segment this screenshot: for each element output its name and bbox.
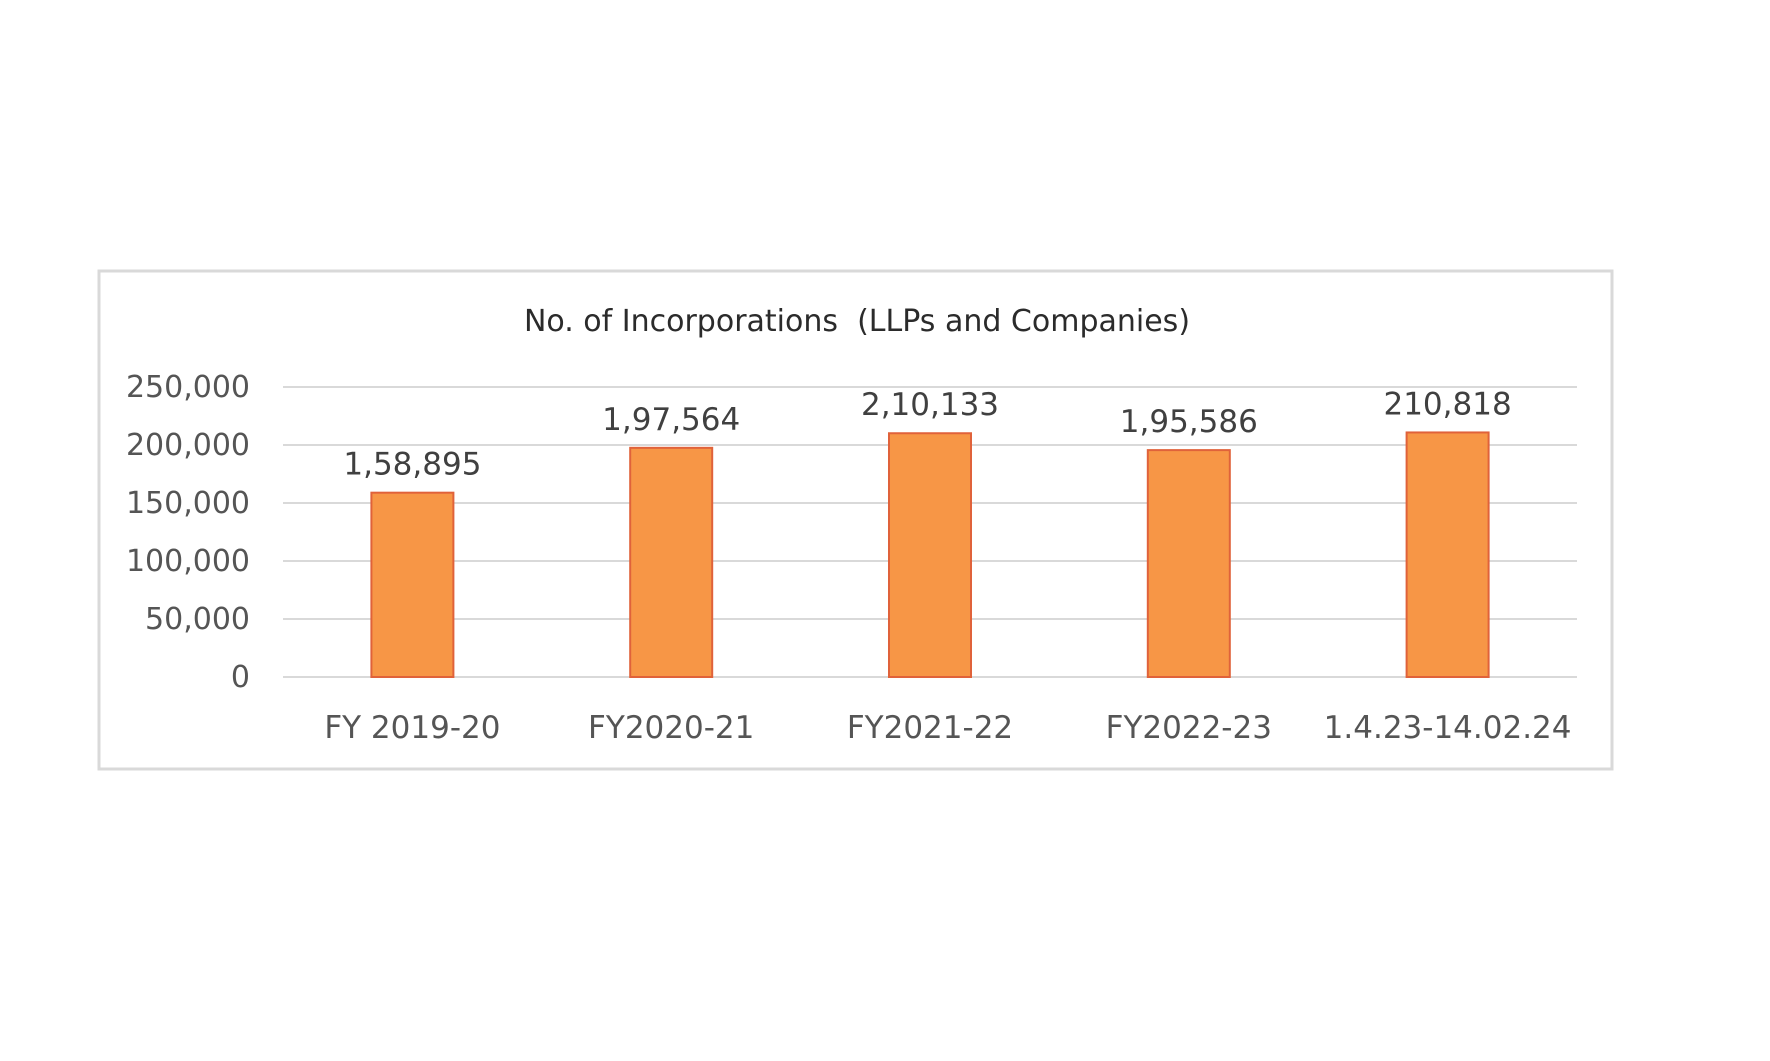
data-label: 1,95,586 (1120, 404, 1258, 440)
data-label: 1,58,895 (343, 447, 481, 483)
data-label: 1,97,564 (602, 402, 740, 438)
bar (370, 491, 455, 678)
y-tick-label: 150,000 (126, 486, 250, 521)
y-tick-label: 100,000 (126, 544, 250, 579)
category-label: FY 2019-20 (324, 710, 500, 746)
y-tick-label: 200,000 (126, 428, 250, 463)
bar (888, 432, 972, 678)
data-labels: 1,58,895 1,97,564 2,10,133 1,95,586 210,818 (343, 386, 1511, 482)
bars (370, 431, 1490, 679)
chart-border (97, 269, 1614, 771)
chart-title: No. of Incorporations (LLPs and Companie… (524, 304, 1190, 339)
category-label: FY2021-22 (847, 710, 1013, 746)
y-axis-labels: 0 50,000 100,000 150,000 200,000 250,000 (126, 370, 250, 695)
category-label: 1.4.23-14.02.24 (1324, 710, 1572, 746)
bar (1405, 431, 1490, 678)
y-tick-label: 0 (231, 660, 250, 695)
data-label: 210,818 (1383, 386, 1511, 422)
category-labels: FY 2019-20 FY2020-21 FY2021-22 FY2022-23 1.4… (324, 710, 1571, 746)
y-tick-label: 50,000 (145, 602, 250, 637)
bar (629, 446, 714, 679)
category-label: FY2022-23 (1106, 710, 1272, 746)
data-label: 2,10,133 (861, 387, 999, 423)
category-label: FY2020-21 (588, 710, 754, 746)
y-tick-label: 250,000 (126, 370, 250, 405)
bar (1146, 449, 1231, 678)
